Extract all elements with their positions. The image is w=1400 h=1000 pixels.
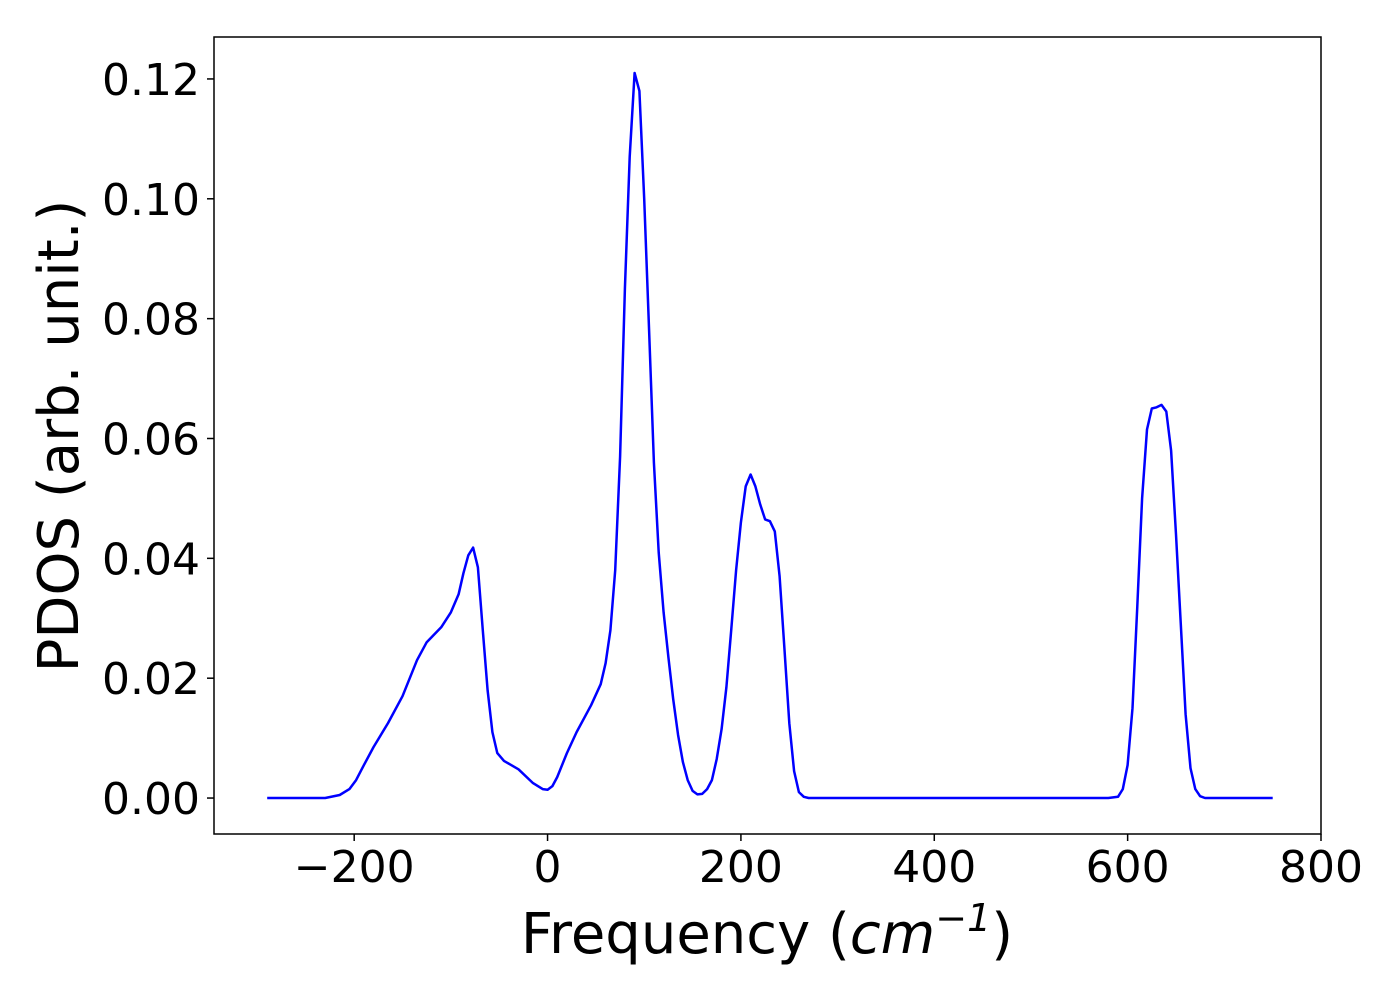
y-tick-label: 0.00 xyxy=(102,774,200,825)
x-tick-label: 600 xyxy=(1086,842,1170,893)
x-axis-label: Frequency (cm−1) xyxy=(521,896,1013,967)
y-tick-label: 0.08 xyxy=(102,295,200,346)
plot-area-frame xyxy=(213,36,1322,835)
y-tick-label: 0.04 xyxy=(102,534,200,585)
y-axis-label: PDOS (arb. unit.) xyxy=(27,200,92,673)
x-tick-label: −200 xyxy=(294,842,415,893)
x-axis-ticks: −200 0 200 400 600 800 xyxy=(294,834,1363,893)
x-tick-label: 200 xyxy=(699,842,783,893)
pdos-series-line xyxy=(267,71,1273,800)
y-tick-label: 0.06 xyxy=(102,414,200,465)
x-tick-label: 0 xyxy=(534,842,562,893)
x-tick-label: 400 xyxy=(892,842,976,893)
y-tick-label: 0.10 xyxy=(102,175,200,226)
y-tick-label: 0.02 xyxy=(102,654,200,705)
x-tick-label: 800 xyxy=(1279,842,1363,893)
series-layer xyxy=(267,71,1273,800)
y-tick-label: 0.12 xyxy=(102,55,200,106)
y-axis-ticks: 0.00 0.02 0.04 0.06 0.08 0.10 0.12 xyxy=(102,55,214,825)
